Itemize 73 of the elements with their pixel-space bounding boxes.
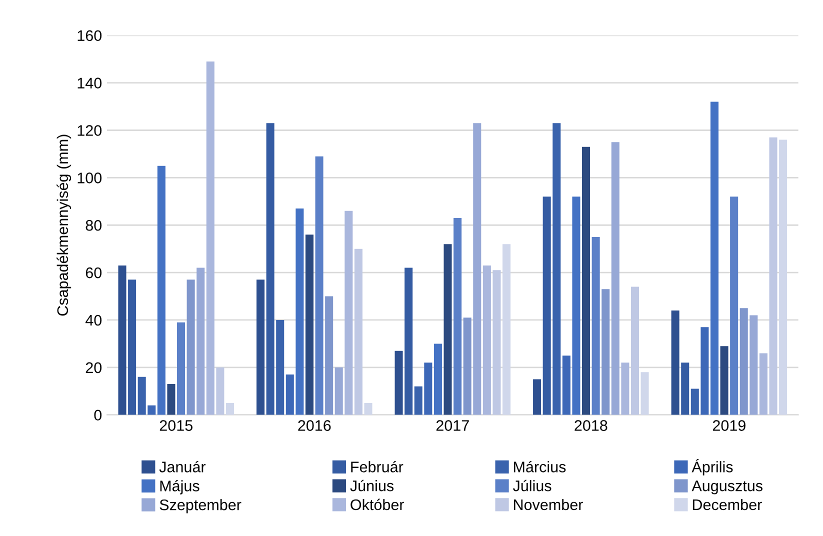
legend-label: November: [514, 498, 583, 510]
bar: [256, 280, 265, 415]
legend-label: Január: [159, 460, 206, 472]
legend-label: Augusztus: [692, 480, 762, 494]
bar: [206, 61, 214, 415]
bar: [196, 268, 205, 415]
bar: [671, 310, 680, 415]
bar: [177, 322, 186, 415]
legend-label: Március: [514, 460, 566, 472]
y-tick-label: 120: [78, 125, 102, 136]
bar: [611, 142, 620, 415]
bar: [305, 234, 314, 415]
bar: [681, 362, 690, 415]
bar: [759, 353, 768, 415]
bar: [186, 280, 195, 415]
bar: [473, 123, 482, 415]
bar: [325, 296, 334, 415]
bar: [730, 196, 738, 415]
bar: [128, 280, 136, 415]
bar: [602, 289, 610, 415]
bar: [444, 244, 452, 415]
legend-label: December: [692, 498, 762, 510]
bar: [769, 137, 778, 415]
y-tick-label: 140: [78, 78, 102, 88]
bar: [167, 384, 176, 415]
bar: [226, 403, 234, 415]
x-tick-label: 2018: [574, 420, 608, 431]
bar: [533, 379, 542, 415]
bar: [463, 318, 472, 415]
x-tick-label: 2016: [298, 420, 331, 431]
bar: [582, 146, 590, 415]
y-tick-label: 80: [86, 220, 102, 231]
bar: [640, 372, 649, 415]
legend-label: Június: [350, 480, 394, 492]
bar: [344, 210, 353, 415]
legend-label: Július: [512, 480, 552, 492]
y-tick-label: 160: [78, 30, 102, 42]
bar: [592, 236, 600, 415]
bar: [315, 156, 324, 415]
bar: [354, 248, 362, 415]
y-tick-label: 40: [85, 314, 102, 326]
bar: [118, 265, 126, 415]
bar: [404, 268, 413, 415]
bar: [720, 346, 728, 415]
bar: [216, 367, 224, 415]
legend-label: Szeptember: [160, 499, 242, 514]
bar: [621, 362, 630, 415]
bar: [750, 315, 758, 415]
y-tick-label: 100: [78, 172, 102, 184]
x-tick-label: 2017: [436, 420, 469, 431]
legend-label: Április: [692, 458, 733, 476]
y-tick-label: 60: [86, 267, 102, 278]
bar: [394, 350, 403, 415]
bar: [482, 265, 491, 415]
bar: [334, 367, 343, 415]
bar: [364, 403, 372, 415]
x-tick-label: 2019: [712, 420, 746, 431]
legend-label: Október: [350, 498, 404, 510]
x-tick-label: 2015: [160, 420, 192, 431]
y-tick-label: 20: [86, 362, 102, 374]
legend-label: Február: [351, 460, 404, 472]
legend-label: Május: [160, 480, 200, 494]
bar: [492, 270, 501, 415]
bar: [740, 308, 748, 415]
bar: [779, 140, 788, 415]
bar: [630, 286, 639, 415]
bar: [157, 166, 166, 415]
y-axis-title: Csapadékmennyiség (mm): [56, 134, 72, 316]
bar: [454, 218, 462, 415]
y-tick-label: 0: [94, 410, 102, 421]
bar: [502, 244, 511, 415]
bar: [710, 102, 719, 415]
bar: [434, 344, 442, 415]
